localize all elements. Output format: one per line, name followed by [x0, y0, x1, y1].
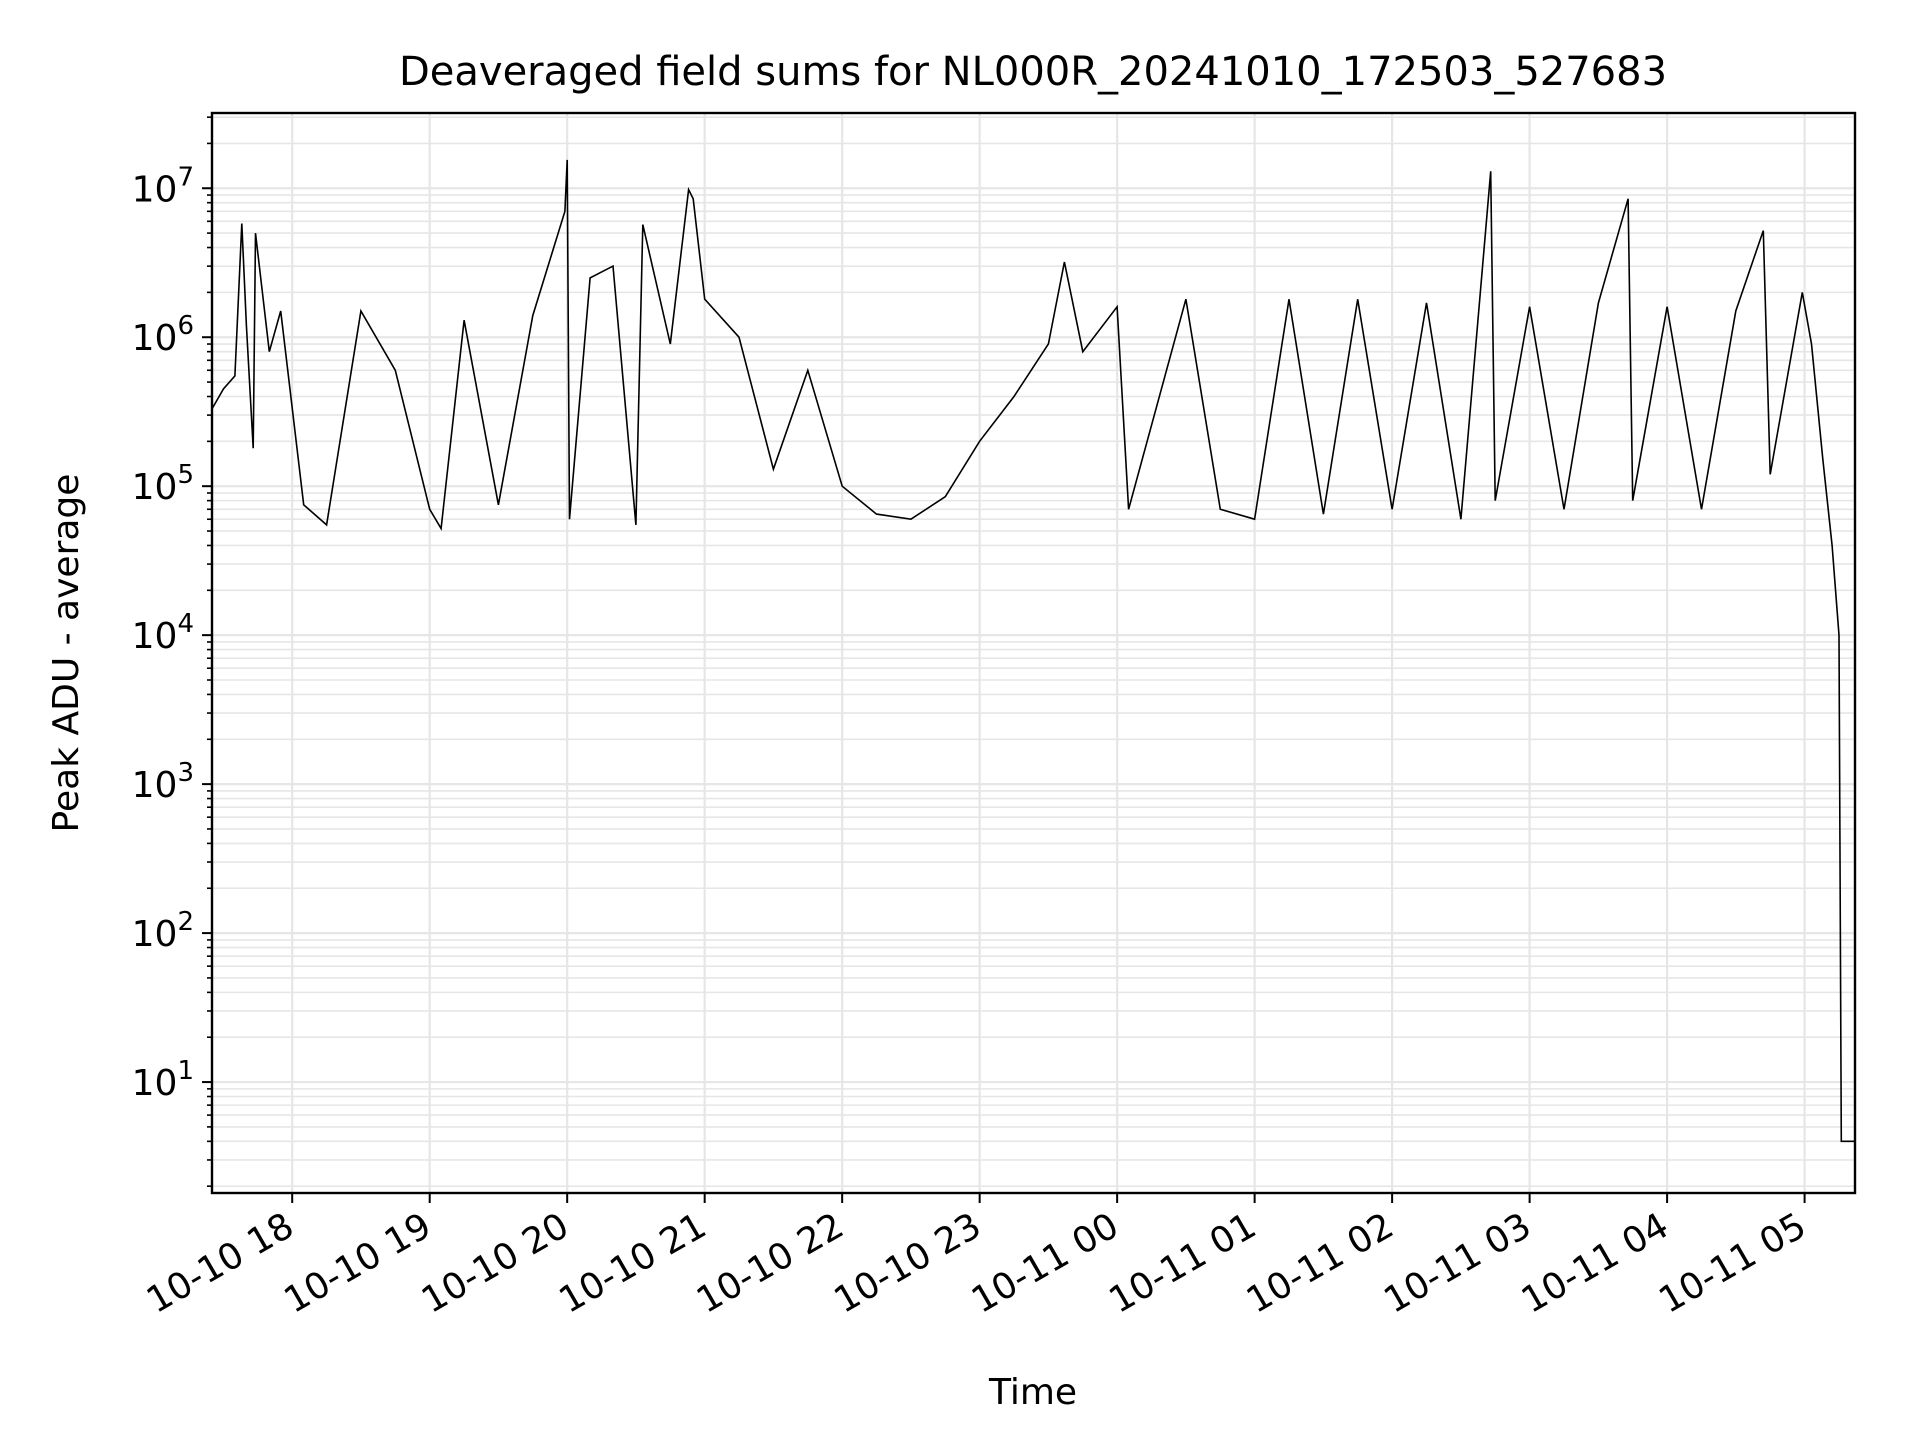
y-tick-label: 101	[132, 1056, 194, 1104]
y-axis-label: Peak ADU - average	[46, 474, 87, 833]
plot-frame	[210, 111, 1857, 1195]
y-tick-label: 103	[132, 758, 194, 806]
y-tick-label: 104	[132, 609, 194, 657]
data-layer	[211, 159, 1855, 1143]
y-tick-label: 107	[132, 162, 194, 210]
chart-title: Deaveraged field sums for NL000R_2024101…	[399, 49, 1667, 95]
data-series-line	[211, 159, 1855, 1143]
y-tick-label: 106	[132, 311, 194, 359]
x-axis-label: Time	[988, 1372, 1077, 1413]
y-tick-label: 105	[132, 460, 194, 508]
tick-marks	[202, 116, 1806, 1203]
grid	[212, 113, 1855, 1193]
y-tick-label: 102	[132, 907, 194, 955]
